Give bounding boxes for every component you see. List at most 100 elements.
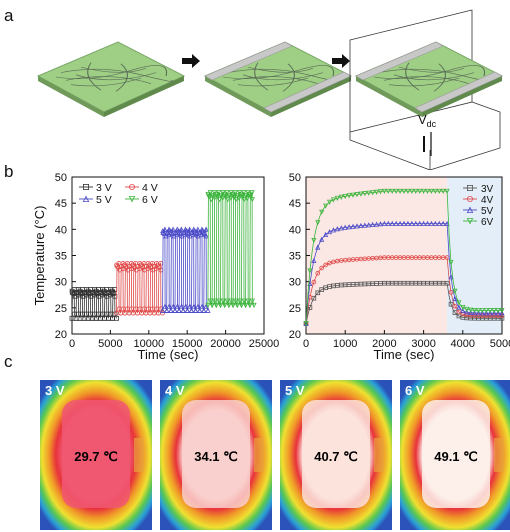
- data-point: [311, 279, 317, 285]
- data-point: [452, 295, 458, 301]
- data-point: [334, 226, 340, 232]
- data-point: [338, 225, 344, 231]
- data-point: [128, 195, 136, 203]
- data-point: [202, 230, 208, 236]
- data-point: [198, 232, 205, 238]
- data-point: [238, 191, 244, 198]
- data-point: [350, 192, 356, 198]
- voltage-label: Vdc: [418, 112, 437, 129]
- data-point: [323, 203, 329, 209]
- data-point: [210, 193, 216, 199]
- data-point: [191, 303, 197, 309]
- data-point: [185, 230, 192, 236]
- data-point: [162, 303, 168, 309]
- data-point: [186, 226, 193, 232]
- data-point: [211, 298, 218, 304]
- data-point: [499, 315, 505, 321]
- data-point: [195, 233, 201, 239]
- data-point: [184, 307, 190, 313]
- data-point: [170, 303, 176, 309]
- data-point: [213, 302, 219, 309]
- data-point: [315, 290, 321, 296]
- data-point: [456, 300, 462, 306]
- data-point: [405, 220, 411, 226]
- data-point: [222, 302, 228, 309]
- data-point: [221, 191, 227, 198]
- temperature-label: 34.1 ℃: [194, 449, 238, 464]
- x-tick-label: 0: [303, 338, 309, 350]
- y-tick-label: 45: [55, 198, 67, 210]
- data-point: [247, 302, 253, 309]
- data-point: [440, 188, 446, 194]
- data-point: [168, 228, 174, 234]
- data-point: [385, 220, 391, 226]
- data-point: [183, 303, 189, 309]
- data-point: [405, 188, 411, 194]
- legend-label: 6V: [481, 217, 494, 228]
- data-point: [216, 298, 222, 304]
- series-4v: [303, 255, 505, 326]
- data-point: [174, 303, 181, 309]
- data-point: [179, 233, 185, 239]
- data-point: [208, 197, 214, 203]
- data-point: [417, 220, 423, 226]
- data-point: [187, 303, 193, 309]
- data-point: [225, 197, 231, 203]
- data-point: [385, 188, 391, 194]
- data-point: [358, 222, 364, 229]
- x-axis-title: Time (sec): [374, 347, 435, 362]
- data-point: [177, 230, 183, 236]
- thermal-image-2: 4 V 34.1 ℃: [160, 380, 272, 530]
- data-point: [207, 194, 213, 200]
- legend-label: 5 V: [96, 194, 112, 206]
- data-point: [464, 306, 470, 312]
- data-point: [381, 220, 387, 226]
- data-point: [184, 228, 190, 234]
- data-point: [164, 307, 170, 313]
- data-point: [428, 188, 434, 194]
- data-point: [213, 191, 219, 198]
- data-point: [128, 183, 135, 190]
- data-point: [448, 274, 454, 280]
- data-point: [475, 310, 482, 316]
- data-point: [495, 310, 501, 316]
- data-point: [487, 308, 493, 314]
- data-point: [237, 298, 243, 304]
- data-point: [483, 308, 489, 314]
- data-point: [192, 228, 198, 234]
- data-point: [307, 268, 313, 274]
- data-point: [448, 260, 454, 266]
- legend-label: 4 V: [142, 182, 158, 194]
- data-point: [203, 233, 209, 239]
- temperature-label: 29.7 ℃: [74, 449, 118, 464]
- data-point: [358, 191, 364, 197]
- data-point: [241, 298, 247, 304]
- data-point: [162, 226, 168, 232]
- data-point: [230, 191, 236, 198]
- data-point: [330, 227, 336, 233]
- data-point: [187, 233, 193, 239]
- data-point: [397, 188, 403, 194]
- data-point: [413, 188, 419, 194]
- data-point: [389, 188, 395, 194]
- data-point: [362, 191, 368, 197]
- legend: 3 V 4 V 5 V 6 V: [79, 182, 158, 206]
- y-axis-title: Temperature (°C): [32, 206, 47, 306]
- data-point: [381, 188, 387, 194]
- data-point: [209, 302, 215, 309]
- series-5v: [159, 226, 211, 313]
- data-point: [234, 302, 240, 309]
- data-point: [176, 228, 182, 234]
- device-schematic: Vdc: [36, 9, 504, 170]
- data-point: [377, 189, 384, 195]
- x-tick-label: 3000: [411, 338, 435, 350]
- panel-label-a: a: [4, 6, 14, 25]
- data-point: [354, 192, 360, 198]
- data-point: [245, 298, 251, 304]
- thermal-map: [160, 380, 272, 530]
- data-point: [440, 220, 446, 226]
- data-point: [444, 220, 450, 226]
- data-point: [114, 315, 119, 321]
- data-point: [456, 309, 462, 315]
- data-point: [226, 302, 232, 309]
